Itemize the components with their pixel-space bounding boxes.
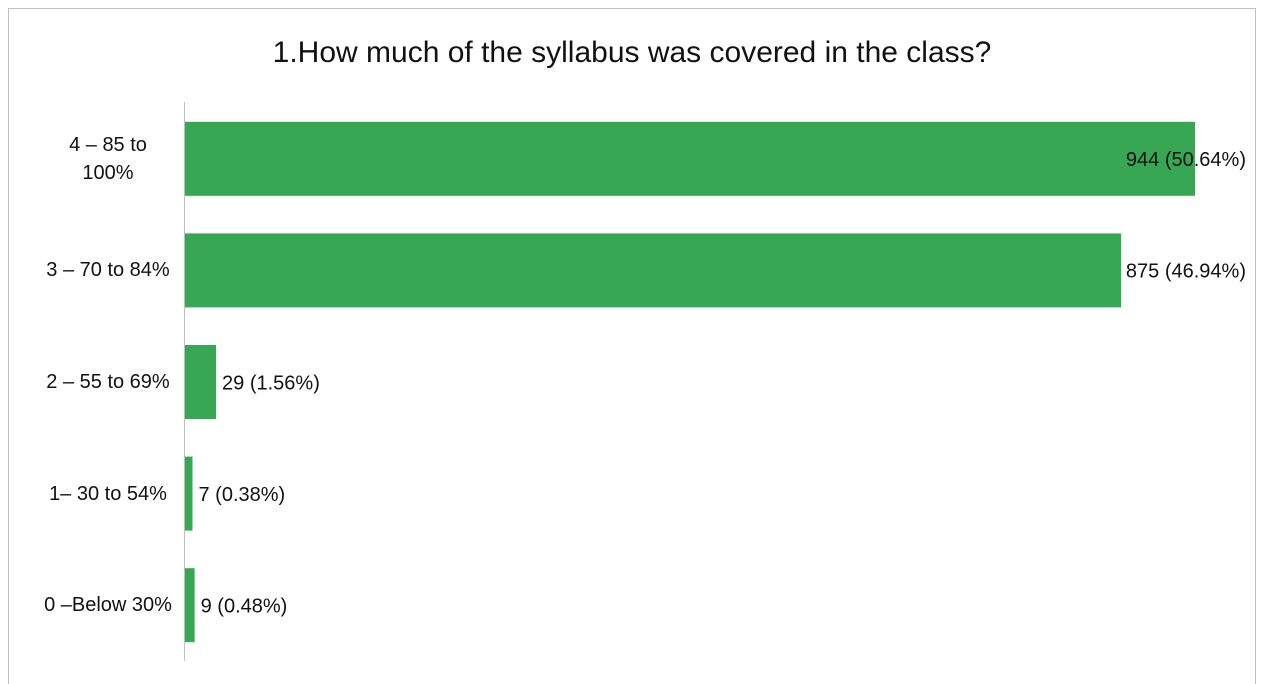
category-label: 1– 30 to 54% [49, 482, 167, 505]
chart-frame [8, 8, 1256, 684]
data-label: 7 (0.38%) [198, 484, 285, 506]
bar [185, 121, 1195, 196]
category-label: 4 – 85 to 100% [69, 133, 147, 184]
data-label: 29 (1.56%) [222, 372, 320, 394]
chart-title: 1.How much of the syllabus was covered i… [273, 36, 992, 69]
data-label: 9 (0.48%) [201, 595, 288, 617]
category-label: 2 – 55 to 69% [46, 371, 170, 393]
data-label: 875 (46.94%) [1126, 261, 1246, 283]
category-label: 0 –Below 30% [44, 594, 172, 617]
category-label: 3 – 70 to 84% [46, 259, 170, 282]
data-label: 944 (50.64%) [1126, 149, 1246, 171]
bar [185, 345, 217, 419]
bar [185, 456, 193, 531]
bar [185, 568, 195, 643]
bar [185, 233, 1122, 308]
